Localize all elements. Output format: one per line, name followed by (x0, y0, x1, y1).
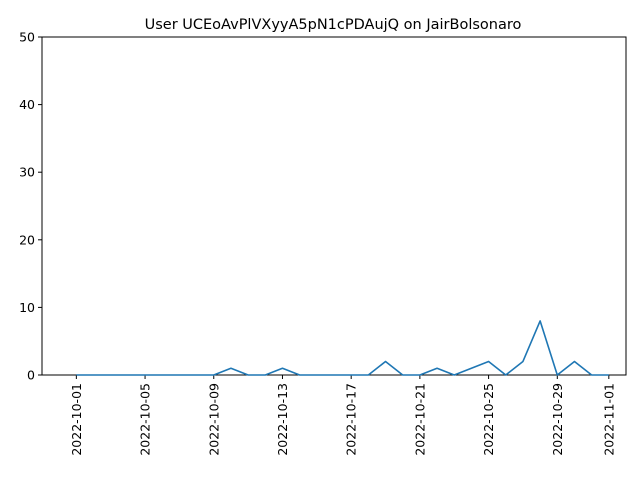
x-tick-label: 2022-10-13 (275, 383, 290, 456)
data-point (316, 374, 318, 376)
y-tick-label: 0 (27, 368, 35, 383)
data-point (213, 374, 215, 376)
data-point (298, 374, 300, 376)
x-tick-label: 2022-11-01 (601, 383, 616, 456)
y-axis: 0 10 20 30 40 50 (19, 30, 42, 383)
data-point (281, 367, 283, 369)
data-point (590, 374, 592, 376)
series-layer (75, 320, 610, 376)
data-point (247, 374, 249, 376)
data-point (127, 374, 129, 376)
x-tick-label: 2022-10-05 (138, 383, 153, 456)
data-point (539, 320, 541, 322)
data-point (195, 374, 197, 376)
data-point (92, 374, 94, 376)
y-tick-label: 30 (19, 165, 35, 180)
data-point (573, 360, 575, 362)
y-tick-label: 10 (19, 300, 35, 315)
data-point (522, 360, 524, 362)
data-point (402, 374, 404, 376)
y-tick-label: 50 (19, 30, 35, 45)
x-tick-label: 2022-10-17 (344, 383, 359, 456)
data-point (264, 374, 266, 376)
series-line (76, 320, 609, 376)
y-tick-label: 40 (19, 97, 35, 112)
data-point (367, 374, 369, 376)
x-tick-label: 2022-10-01 (69, 383, 84, 456)
data-point (230, 367, 232, 369)
y-tick-label: 20 (19, 232, 35, 247)
data-point (161, 374, 163, 376)
data-point (110, 374, 112, 376)
data-point (556, 374, 558, 376)
data-point (75, 374, 77, 376)
data-point (487, 360, 489, 362)
data-point (470, 367, 472, 369)
x-tick-label: 2022-10-09 (206, 383, 221, 456)
data-point (333, 374, 335, 376)
data-point (453, 374, 455, 376)
x-tick-label: 2022-10-25 (481, 383, 496, 456)
data-point (608, 374, 610, 376)
data-point (144, 374, 146, 376)
data-point (419, 374, 421, 376)
data-point (436, 367, 438, 369)
chart-title: User UCEoAvPlVXyyA5pN1cPDAujQ on JairBol… (145, 17, 522, 33)
x-axis: 2022-10-01 2022-10-05 2022-10-09 2022-10-13… (69, 375, 616, 456)
data-point (505, 374, 507, 376)
data-point (350, 374, 352, 376)
x-tick-label: 2022-10-21 (412, 383, 427, 456)
data-point (384, 360, 386, 362)
x-tick-label: 2022-10-29 (550, 383, 565, 456)
data-point (178, 374, 180, 376)
